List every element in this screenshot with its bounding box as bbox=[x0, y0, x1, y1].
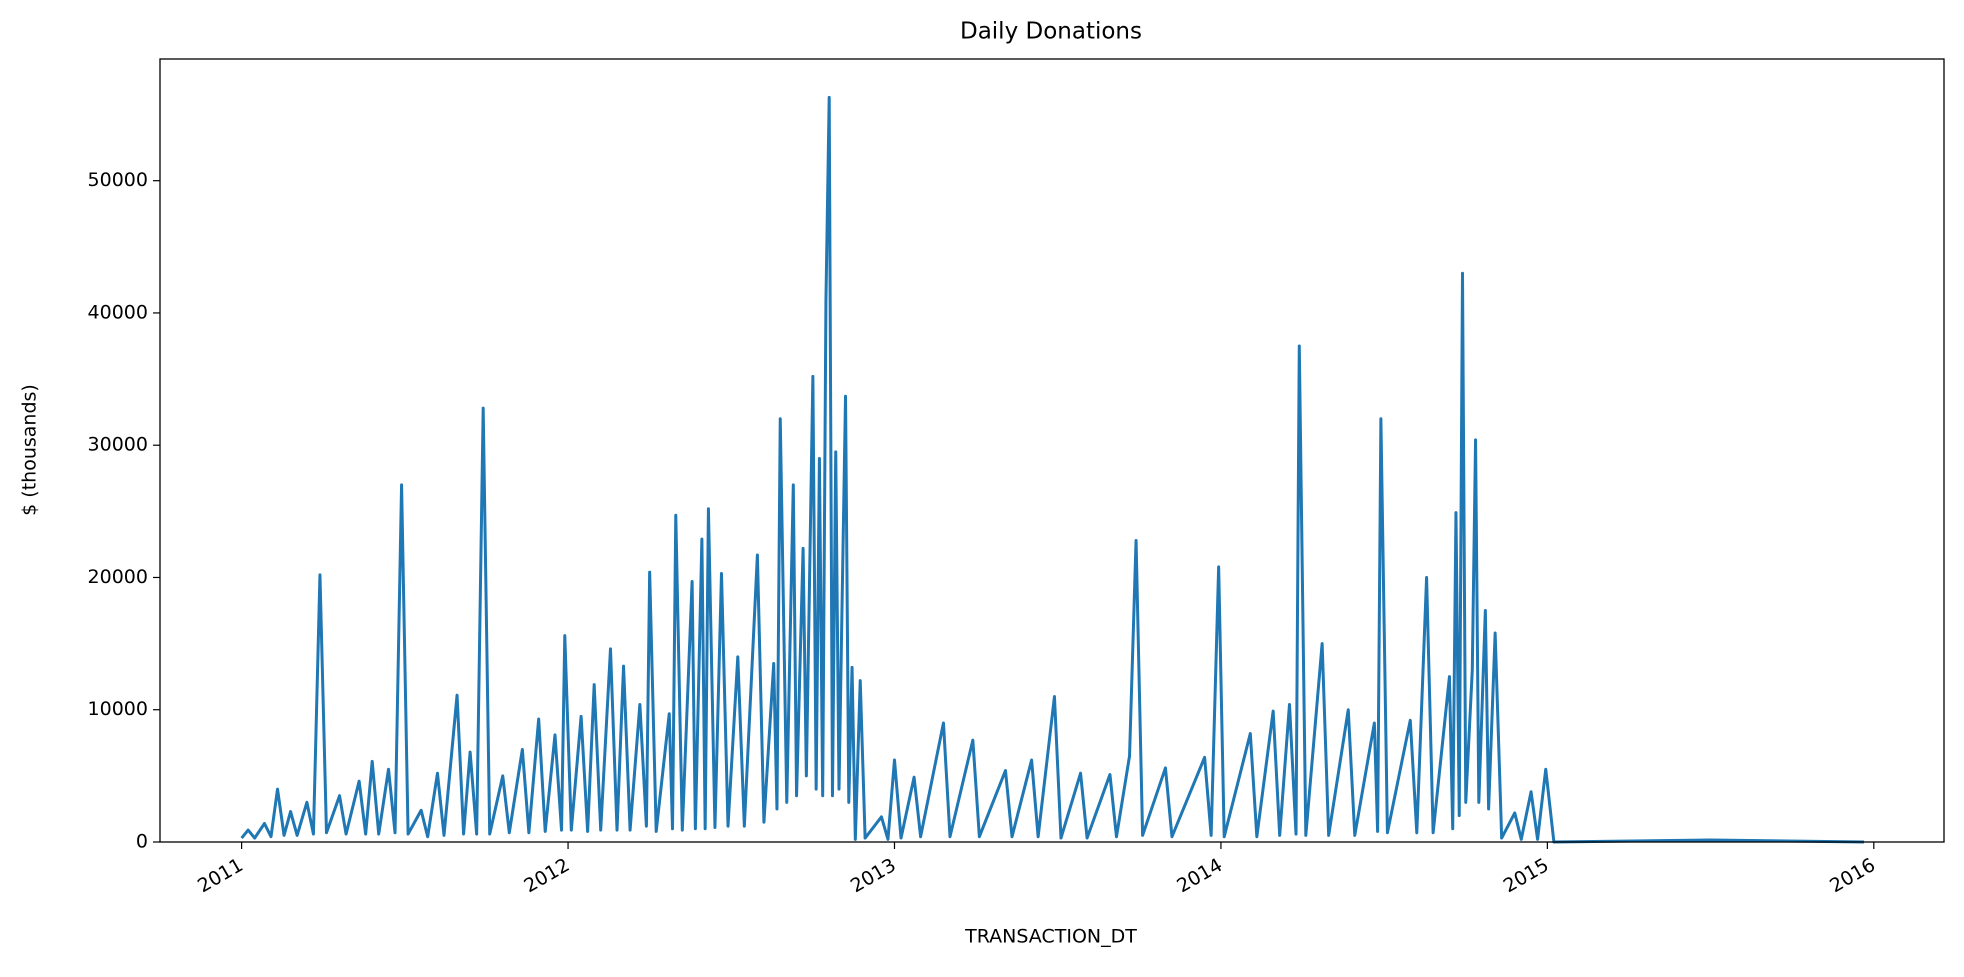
y-tick-label: 20000 bbox=[88, 566, 148, 588]
chart-title: Daily Donations bbox=[960, 19, 1142, 45]
x-tick-label: 2011 bbox=[194, 854, 247, 897]
y-tick-label: 30000 bbox=[88, 434, 148, 456]
x-tick-label: 2016 bbox=[1826, 854, 1879, 897]
x-tick-label: 2012 bbox=[520, 854, 573, 897]
plot-frame bbox=[159, 58, 1945, 843]
x-tick-label: 2015 bbox=[1500, 854, 1553, 897]
y-axis-label: $ (thousands) bbox=[19, 384, 41, 516]
x-tick-label: 2013 bbox=[847, 854, 900, 897]
x-axis-label: TRANSACTION_DT bbox=[964, 926, 1137, 948]
y-tick-label: 0 bbox=[136, 831, 148, 853]
y-tick-label: 50000 bbox=[88, 169, 148, 191]
y-tick-label: 10000 bbox=[88, 698, 148, 720]
data-line bbox=[240, 95, 1865, 844]
y-tick-label: 40000 bbox=[88, 301, 148, 323]
x-tick-label: 2014 bbox=[1173, 854, 1226, 897]
